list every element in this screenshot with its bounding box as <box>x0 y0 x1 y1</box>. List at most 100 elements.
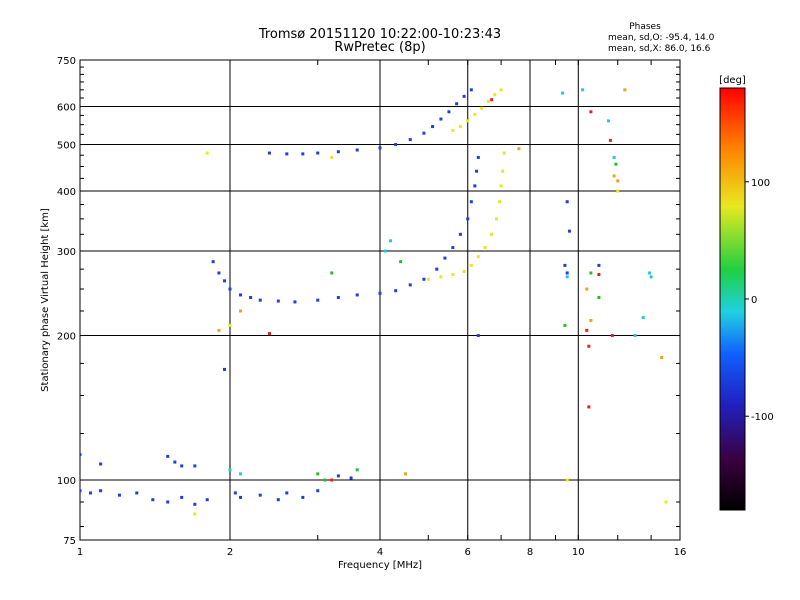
data-point <box>422 131 426 135</box>
data-point <box>99 462 103 466</box>
data-point <box>462 94 466 98</box>
data-point <box>301 152 305 156</box>
data-point <box>267 151 271 155</box>
colorbar-label: [deg] <box>719 75 746 86</box>
x-tick-label: 1 <box>77 547 83 558</box>
data-point <box>660 355 664 359</box>
data-point <box>490 232 494 236</box>
data-point <box>80 453 82 457</box>
data-point <box>517 147 521 151</box>
data-point <box>501 169 505 173</box>
data-point <box>223 367 227 371</box>
data-point <box>355 293 359 297</box>
data-point <box>193 464 197 468</box>
y-tick-label: 500 <box>57 141 76 152</box>
data-point <box>607 119 611 123</box>
data-point <box>563 323 567 327</box>
data-point <box>267 331 271 335</box>
data-point <box>587 405 591 409</box>
data-point <box>217 328 221 332</box>
phase-o-stats: mean, sd,O: -95.4, 14.0 <box>608 33 715 43</box>
series-cyan <box>228 88 653 476</box>
data-point <box>151 498 155 502</box>
data-point <box>589 318 593 322</box>
data-point <box>480 106 484 110</box>
data-point <box>228 323 232 327</box>
data-point <box>239 495 243 499</box>
data-point <box>614 162 618 166</box>
data-point <box>166 454 170 458</box>
data-point <box>383 249 387 253</box>
data-point <box>239 309 243 313</box>
data-point <box>612 155 616 159</box>
data-point <box>565 271 569 275</box>
data-point <box>330 478 334 482</box>
data-point <box>249 296 253 300</box>
y-tick-label: 300 <box>57 247 76 258</box>
data-point <box>483 246 487 250</box>
data-point <box>223 279 227 283</box>
data-point <box>316 151 320 155</box>
data-point <box>193 502 197 506</box>
data-point <box>565 478 569 482</box>
data-point <box>462 269 466 273</box>
data-point <box>205 151 209 155</box>
data-point <box>648 271 652 275</box>
data-point <box>228 468 232 472</box>
colorbar-tick-label: -100 <box>751 412 774 423</box>
colorbar-tick-label: 100 <box>751 178 770 189</box>
data-point <box>403 472 407 476</box>
data-point <box>316 472 320 476</box>
data-point <box>451 246 455 250</box>
series-red <box>267 98 614 482</box>
data-point <box>394 289 398 293</box>
chart-title: Tromsø 20151120 10:22:00-10:23:43 <box>258 27 502 42</box>
data-point <box>205 498 209 502</box>
data-point <box>316 489 320 493</box>
data-point <box>502 151 506 155</box>
data-point <box>616 189 620 193</box>
x-tick-label: 4 <box>377 547 383 558</box>
y-tick-label: 75 <box>63 536 76 547</box>
data-point <box>166 500 170 504</box>
data-point <box>649 275 653 279</box>
data-point <box>431 125 435 129</box>
y-tick-label: 200 <box>57 332 76 343</box>
data-point <box>349 476 353 480</box>
data-point <box>435 267 439 271</box>
data-point <box>581 88 585 92</box>
data-point <box>567 229 571 233</box>
data-point <box>316 298 320 302</box>
data-point <box>475 169 479 173</box>
data-point <box>612 174 616 178</box>
data-point <box>597 273 601 277</box>
data-point <box>565 275 569 279</box>
data-point <box>355 148 359 152</box>
x-tick-label: 2 <box>227 547 233 558</box>
x-tick-label: 16 <box>674 547 687 558</box>
colorbar-tick-label: 0 <box>751 295 757 306</box>
data-point <box>585 287 589 291</box>
data-point <box>293 300 297 304</box>
x-tick-label: 6 <box>465 547 471 558</box>
data-point <box>180 495 184 499</box>
data-point <box>355 468 359 472</box>
data-point <box>285 152 289 156</box>
data-point <box>408 283 412 287</box>
data-point <box>211 260 215 264</box>
data-point <box>608 138 612 142</box>
data-point <box>180 464 184 468</box>
data-point <box>258 298 262 302</box>
data-point <box>117 493 121 497</box>
data-point <box>135 491 139 495</box>
data-point <box>89 491 93 495</box>
data-point <box>426 277 430 281</box>
data-point <box>336 474 340 478</box>
data-point <box>458 232 462 236</box>
data-point <box>486 99 490 103</box>
data-point <box>585 328 589 332</box>
series-blue <box>80 88 601 506</box>
data-point <box>623 88 627 92</box>
data-point <box>561 91 565 95</box>
data-point <box>422 277 426 281</box>
